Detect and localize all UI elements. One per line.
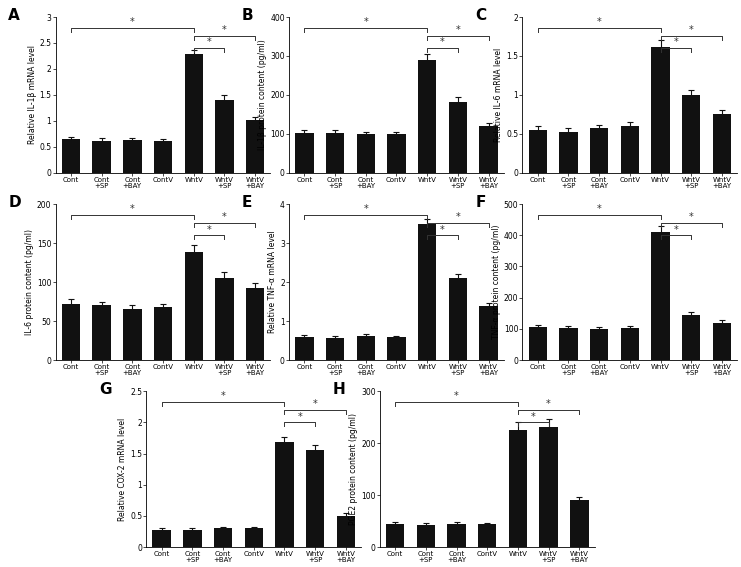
Text: A: A (8, 8, 20, 23)
Bar (528, 327, 547, 360)
Bar (356, 134, 375, 173)
Bar (93, 306, 111, 360)
Bar (276, 442, 293, 547)
Text: H: H (333, 382, 345, 397)
Text: E: E (242, 195, 252, 210)
Bar (479, 126, 498, 173)
Text: *: * (207, 225, 211, 235)
Text: *: * (440, 225, 445, 235)
Bar (154, 307, 172, 360)
Bar (215, 100, 233, 173)
Bar (388, 134, 405, 173)
Bar (326, 133, 345, 173)
Text: *: * (454, 391, 459, 401)
Text: B: B (242, 8, 253, 23)
Bar (183, 530, 202, 547)
Bar (478, 524, 496, 547)
Text: *: * (674, 37, 678, 48)
Bar (559, 132, 578, 173)
Text: D: D (8, 195, 21, 210)
Bar (682, 95, 700, 173)
Y-axis label: PGE2 protein content (pg/ml): PGE2 protein content (pg/ml) (349, 413, 358, 525)
Text: *: * (531, 412, 536, 422)
Text: *: * (297, 412, 302, 422)
Bar (508, 430, 527, 547)
Y-axis label: IL-6 protein content (pg/ml): IL-6 protein content (pg/ml) (25, 229, 34, 335)
Bar (306, 451, 325, 547)
Bar (123, 308, 142, 360)
Y-axis label: Relative COX-2 mRNA level: Relative COX-2 mRNA level (119, 417, 127, 521)
Text: *: * (456, 212, 460, 222)
Bar (418, 60, 436, 173)
Y-axis label: Relative IL-6 mRNA level: Relative IL-6 mRNA level (494, 48, 503, 142)
Bar (295, 337, 313, 360)
Text: *: * (313, 399, 318, 409)
Bar (336, 516, 355, 547)
Text: *: * (221, 391, 225, 401)
Bar (416, 525, 435, 547)
Bar (62, 139, 80, 173)
Bar (621, 126, 639, 173)
Text: *: * (363, 17, 368, 27)
Y-axis label: Relative IL-1β mRNA level: Relative IL-1β mRNA level (27, 45, 36, 145)
Bar (153, 530, 171, 547)
Text: *: * (689, 212, 694, 222)
Bar (356, 336, 375, 360)
Bar (479, 306, 498, 360)
Bar (246, 289, 265, 360)
Bar (651, 232, 670, 360)
Bar (590, 129, 608, 173)
Text: *: * (597, 17, 602, 27)
Bar (651, 46, 670, 173)
Bar (713, 113, 731, 173)
Bar (295, 133, 313, 173)
Bar (621, 328, 639, 360)
Bar (154, 141, 172, 173)
Text: *: * (689, 25, 694, 35)
Bar (214, 528, 232, 547)
Text: *: * (207, 37, 211, 48)
Text: *: * (674, 225, 678, 235)
Text: *: * (440, 37, 445, 48)
Bar (388, 337, 405, 360)
Bar (245, 528, 263, 547)
Text: *: * (546, 399, 551, 409)
Bar (528, 130, 547, 173)
Bar (713, 323, 731, 360)
Text: G: G (99, 382, 112, 397)
Bar (590, 329, 608, 360)
Bar (185, 54, 203, 173)
Bar (682, 315, 700, 360)
Bar (93, 141, 111, 173)
Bar (448, 278, 467, 360)
Bar (448, 524, 465, 547)
Text: *: * (597, 204, 602, 214)
Y-axis label: IL-1β protein content (pg/ml): IL-1β protein content (pg/ml) (259, 40, 268, 150)
Text: C: C (475, 8, 486, 23)
Y-axis label: TNF-α protein content (pg/ml): TNF-α protein content (pg/ml) (492, 225, 501, 339)
Text: *: * (222, 25, 227, 35)
Text: *: * (222, 212, 227, 222)
Text: *: * (456, 25, 460, 35)
Text: F: F (475, 195, 485, 210)
Bar (215, 278, 233, 360)
Bar (386, 524, 405, 547)
Bar (326, 338, 345, 360)
Bar (246, 120, 265, 173)
Bar (570, 501, 588, 547)
Text: *: * (363, 204, 368, 214)
Text: *: * (130, 204, 135, 214)
Y-axis label: Relative TNF-α mRNA level: Relative TNF-α mRNA level (268, 231, 277, 333)
Bar (418, 223, 436, 360)
Bar (123, 140, 142, 173)
Bar (448, 101, 467, 173)
Bar (539, 426, 558, 547)
Bar (559, 328, 578, 360)
Text: *: * (130, 17, 135, 27)
Bar (185, 252, 203, 360)
Bar (62, 304, 80, 360)
